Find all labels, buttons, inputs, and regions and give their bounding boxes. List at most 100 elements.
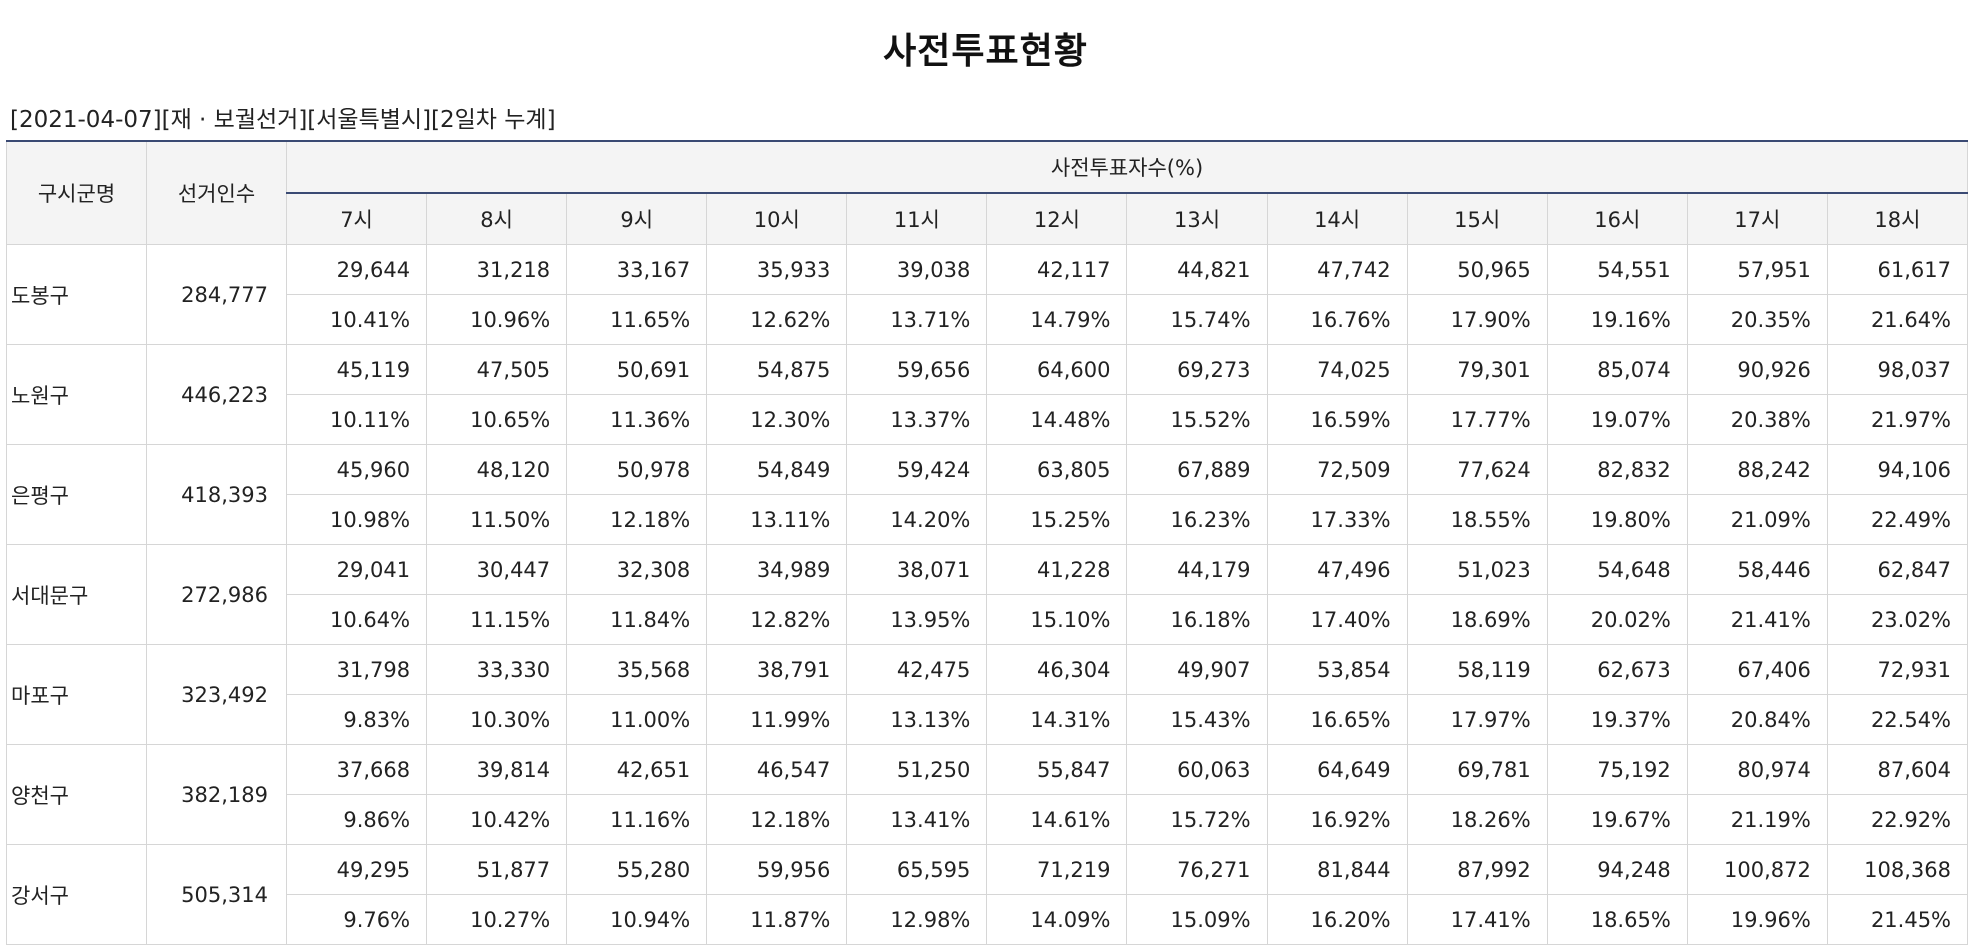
voter-count-cell: 54,551 [1546, 244, 1688, 295]
voter-count-cell: 41,228 [986, 544, 1128, 595]
hour-header: 18시 [1826, 192, 1969, 245]
turnout-rate-cell: 10.96% [426, 294, 568, 345]
early-voting-table: 구시군명 선거인수 사전투표자수(%) 7시 8시 9시 10시 11시 12시 13시 14… [6, 140, 1969, 945]
hour-header: 11시 [846, 192, 988, 245]
turnout-rate-cell: 14.20% [846, 494, 988, 545]
hour-header: 13시 [1126, 192, 1268, 245]
electors-count: 505,314 [146, 844, 287, 945]
voter-count-cell: 76,271 [1126, 844, 1268, 895]
voter-count-cell: 58,119 [1406, 644, 1548, 695]
turnout-rate-cell: 21.19% [1686, 794, 1828, 845]
voter-count-cell: 59,424 [846, 444, 988, 495]
voter-count-cell: 69,273 [1126, 344, 1268, 395]
turnout-rate-cell: 17.40% [1266, 594, 1408, 645]
voter-count-cell: 37,668 [285, 744, 428, 795]
turnout-rate-cell: 20.35% [1686, 294, 1828, 345]
turnout-rate-cell: 16.59% [1266, 394, 1408, 445]
turnout-rate-cell: 14.31% [986, 694, 1128, 745]
voter-count-cell: 87,604 [1826, 744, 1969, 795]
voter-count-cell: 62,847 [1826, 544, 1969, 595]
voter-count-cell: 64,649 [1266, 744, 1408, 795]
electors-count: 272,986 [146, 544, 287, 645]
turnout-rate-cell: 11.65% [566, 294, 708, 345]
turnout-rate-cell: 13.41% [846, 794, 988, 845]
district-count-row: 마포구 323,492 31,798 33,330 35,568 38,791 42,475… [6, 644, 1969, 745]
turnout-rate-cell: 19.37% [1546, 694, 1688, 745]
turnout-rate-cell: 16.20% [1266, 894, 1408, 945]
turnout-rate-cell: 21.45% [1826, 894, 1969, 945]
district-rate-row: 10.11% 10.65% 11.36% 12.30% 13.37% 14.48% 15.5… [7, 394, 1969, 445]
turnout-rate-cell: 19.80% [1546, 494, 1688, 545]
voter-count-cell: 60,063 [1126, 744, 1268, 795]
turnout-rate-cell: 19.67% [1546, 794, 1688, 845]
turnout-rate-cell: 21.09% [1686, 494, 1828, 545]
voter-count-cell: 48,120 [426, 444, 568, 495]
voter-count-cell: 42,475 [846, 644, 988, 695]
voter-count-cell: 71,219 [986, 844, 1128, 895]
voter-count-cell: 44,821 [1126, 244, 1268, 295]
turnout-rate-cell: 12.18% [566, 494, 708, 545]
district-name: 노원구 [6, 344, 147, 445]
hour-header: 17시 [1686, 192, 1828, 245]
voter-count-cell: 33,330 [426, 644, 568, 695]
voter-count-cell: 34,989 [706, 544, 848, 595]
turnout-rate-cell: 21.41% [1686, 594, 1828, 645]
voter-count-cell: 80,974 [1686, 744, 1828, 795]
turnout-rate-cell: 10.65% [426, 394, 568, 445]
voter-count-cell: 31,798 [285, 644, 428, 695]
voter-count-cell: 62,673 [1546, 644, 1688, 695]
voter-count-cell: 69,781 [1406, 744, 1548, 795]
turnout-rate-cell: 18.55% [1406, 494, 1548, 545]
voter-count-cell: 77,624 [1406, 444, 1548, 495]
voter-count-cell: 39,814 [426, 744, 568, 795]
district-name: 은평구 [6, 444, 147, 545]
voter-count-cell: 30,447 [426, 544, 568, 595]
turnout-rate-cell: 22.49% [1826, 494, 1969, 545]
turnout-rate-cell: 17.33% [1266, 494, 1408, 545]
voter-count-cell: 100,872 [1686, 844, 1828, 895]
voter-count-cell: 108,368 [1826, 844, 1969, 895]
turnout-rate-cell: 10.42% [426, 794, 568, 845]
voter-count-cell: 47,742 [1266, 244, 1408, 295]
voter-count-cell: 79,301 [1406, 344, 1548, 395]
table-body: 도봉구 284,777 29,644 31,218 33,167 35,933 39,038… [6, 244, 1969, 945]
voter-count-cell: 94,106 [1826, 444, 1969, 495]
turnout-rate-cell: 13.95% [846, 594, 988, 645]
voter-count-cell: 46,547 [706, 744, 848, 795]
hour-header: 16시 [1546, 192, 1688, 245]
turnout-rate-cell: 20.38% [1686, 394, 1828, 445]
turnout-rate-cell: 10.11% [285, 394, 428, 445]
district-count-row: 양천구 382,189 37,668 39,814 42,651 46,547 51,250… [6, 744, 1969, 845]
turnout-rate-cell: 11.16% [566, 794, 708, 845]
voter-count-cell: 67,889 [1126, 444, 1268, 495]
turnout-rate-cell: 9.86% [285, 794, 428, 845]
voter-count-cell: 54,648 [1546, 544, 1688, 595]
voter-count-cell: 29,041 [285, 544, 428, 595]
voter-count-cell: 35,568 [566, 644, 708, 695]
voter-count-cell: 32,308 [566, 544, 708, 595]
turnout-rate-cell: 10.64% [285, 594, 428, 645]
turnout-rate-cell: 16.18% [1126, 594, 1268, 645]
report-criteria: [2021-04-07][재 · 보궐선거][서울특별시][2일차 누계] [10, 107, 556, 133]
voter-count-cell: 64,600 [986, 344, 1128, 395]
voter-count-cell: 59,656 [846, 344, 988, 395]
turnout-rate-cell: 22.54% [1826, 694, 1969, 745]
hour-header: 12시 [986, 192, 1128, 245]
turnout-rate-cell: 9.76% [285, 894, 428, 945]
turnout-rate-cell: 21.97% [1826, 394, 1969, 445]
turnout-rate-cell: 19.07% [1546, 394, 1688, 445]
turnout-rate-cell: 15.25% [986, 494, 1128, 545]
turnout-rate-cell: 9.83% [285, 694, 428, 745]
voter-count-cell: 82,832 [1546, 444, 1688, 495]
voter-count-cell: 42,117 [986, 244, 1128, 295]
district-header: 구시군명 [6, 140, 147, 245]
table-header: 구시군명 선거인수 사전투표자수(%) 7시 8시 9시 10시 11시 12시 13시 14… [6, 140, 1969, 245]
voter-count-cell: 98,037 [1826, 344, 1969, 395]
turnout-rate-cell: 15.43% [1126, 694, 1268, 745]
district-count-row: 도봉구 284,777 29,644 31,218 33,167 35,933 39,038… [6, 244, 1969, 345]
voter-count-cell: 59,956 [706, 844, 848, 895]
voter-count-cell: 47,496 [1266, 544, 1408, 595]
voter-count-cell: 87,992 [1406, 844, 1548, 895]
hour-header: 7시 [285, 192, 428, 245]
electors-header: 선거인수 [146, 140, 287, 245]
